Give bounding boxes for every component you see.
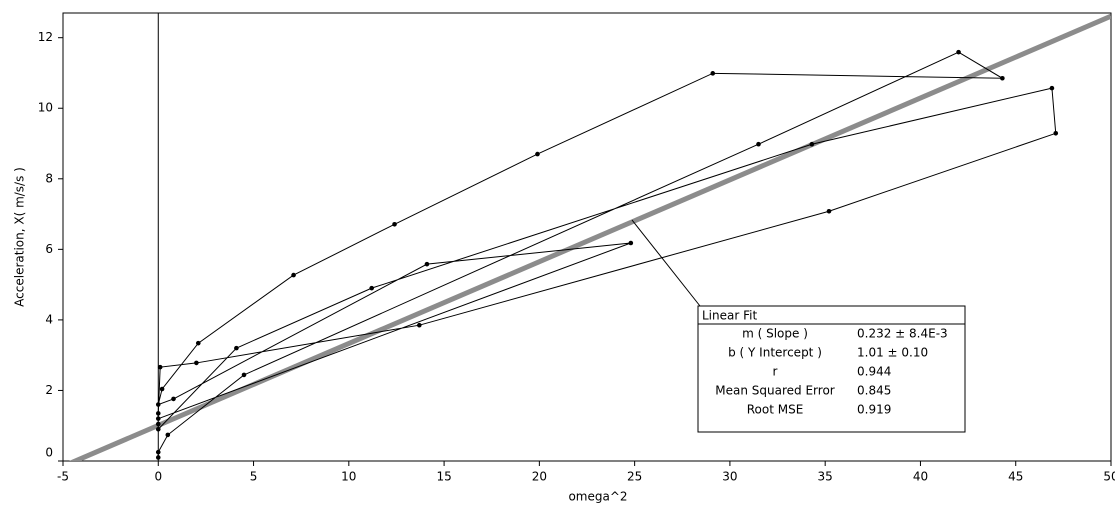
y-tick-label: 2	[45, 383, 53, 397]
y-tick-label: 6	[45, 242, 53, 256]
data-point	[756, 141, 761, 147]
x-tick-label: 35	[818, 470, 833, 484]
annotation-value: 1.01 ± 0.10	[857, 346, 928, 360]
plot-frame	[62, 12, 1112, 462]
data-point	[194, 360, 199, 366]
data-point	[956, 49, 961, 55]
data-point	[159, 386, 165, 392]
data-point	[157, 364, 163, 370]
fit-layer	[68, 13, 1111, 461]
y-tick-label: 12	[38, 30, 53, 44]
x-tick-label: 0	[154, 470, 162, 484]
data-point	[1053, 130, 1059, 136]
annotation-title: Linear Fit	[702, 309, 757, 323]
data-point	[1000, 75, 1005, 81]
y-tick-label: 4	[45, 312, 53, 326]
data-point	[417, 322, 422, 328]
fit-line	[68, 13, 1111, 461]
data-point	[628, 240, 634, 246]
data-point	[165, 432, 171, 438]
x-tick-label: 10	[341, 470, 356, 484]
x-tick-label: 40	[913, 470, 928, 484]
data-point	[826, 208, 832, 214]
annotation-label: m ( Slope )	[742, 327, 808, 341]
x-tick-label: 15	[436, 470, 451, 484]
data-point	[195, 340, 201, 346]
x-tick-label: 20	[532, 470, 547, 484]
x-tick-label: 30	[722, 470, 737, 484]
x-tick-label: -5	[57, 470, 69, 484]
annotation-label: Mean Squared Error	[715, 384, 835, 398]
annotation-frame	[697, 305, 966, 433]
annotation-rows: m ( Slope ) 0.232 ± 8.4E-3 b ( Y Intercept…	[715, 327, 947, 417]
x-tick-label: 25	[627, 470, 642, 484]
annotation-label: b ( Y Intercept )	[728, 346, 822, 360]
annotation-value: 0.232 ± 8.4E-3	[857, 327, 948, 341]
annotation-label: Root MSE	[747, 403, 804, 417]
annotation-box: Linear Fit m ( Slope ) 0.232 ± 8.4E-3 b ( …	[697, 305, 966, 433]
annotation-value: 0.919	[857, 403, 891, 417]
data-point	[535, 151, 540, 157]
x-tick-label: 5	[250, 470, 258, 484]
data-point	[234, 345, 239, 351]
data-point	[1049, 85, 1055, 91]
x-axis-label: omega^2	[568, 490, 627, 504]
annotation-pointer	[631, 219, 701, 307]
y-tick-label: 10	[38, 101, 53, 115]
data-point	[809, 141, 815, 147]
data-point	[369, 285, 374, 291]
data-point	[241, 372, 247, 378]
y-tick-label: 0	[45, 446, 53, 460]
data-point	[710, 71, 716, 76]
annotation-label: r	[773, 365, 778, 379]
y-tick-label: 8	[45, 171, 53, 185]
data-line	[157, 51, 1057, 458]
x-tick-label: 50	[1103, 470, 1115, 484]
data-point	[392, 222, 397, 227]
data-point	[424, 261, 430, 267]
annotation-value: 0.845	[857, 384, 891, 398]
data-point	[291, 272, 296, 278]
y-axis-label: Acceleration, X( m/s/s )	[13, 167, 27, 307]
data-point	[171, 396, 176, 402]
annotation-value: 0.944	[857, 365, 891, 379]
x-tick-label: 45	[1008, 470, 1023, 484]
